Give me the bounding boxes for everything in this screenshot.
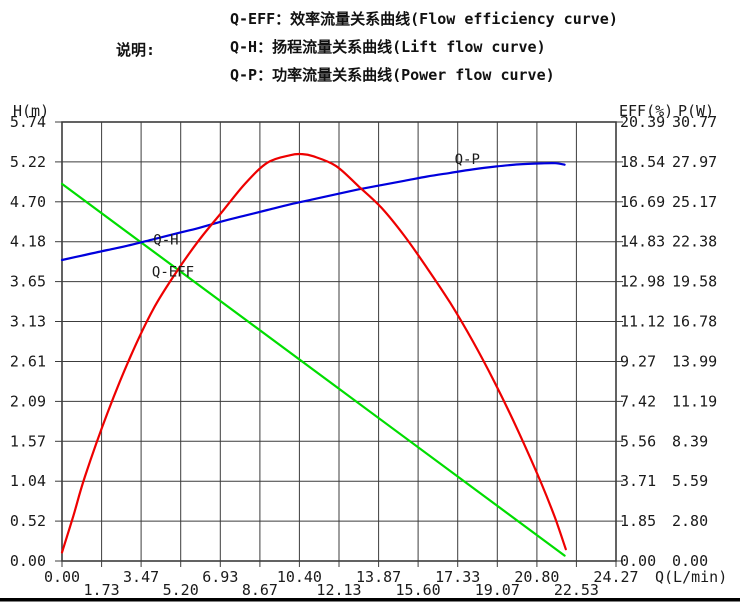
x-tick-label: 12.13 — [316, 581, 361, 599]
x-tick-label: 17.33 — [435, 568, 480, 586]
x-tick-label: 8.67 — [242, 581, 278, 599]
x-tick-label: 5.20 — [163, 581, 199, 599]
x-tick-label: 0.00 — [44, 568, 80, 586]
p-tick-label: 5.59 — [672, 472, 708, 490]
qh-curve-label: Q-H — [153, 232, 178, 248]
h-tick-label: 2.61 — [10, 353, 46, 371]
plot-border — [61, 121, 617, 562]
qeff-curve-label: Q-EFF — [152, 264, 194, 280]
p-tick-label: 27.97 — [672, 153, 717, 171]
x-tick-label: 24.27 — [593, 568, 638, 586]
p-tick-label: 2.80 — [672, 512, 708, 530]
p-tick-label: 13.99 — [672, 353, 717, 371]
p-tick-label: 25.17 — [672, 193, 717, 211]
p-axis-title: P(W) — [678, 102, 714, 120]
eff-tick-label: 18.54 — [620, 153, 665, 171]
eff-tick-label: 20.39 — [620, 113, 665, 131]
h-tick-label: 0.00 — [10, 552, 46, 570]
h-tick-label: 1.04 — [10, 472, 46, 490]
eff-tick-label: 3.71 — [620, 472, 656, 490]
x-tick-label: 19.07 — [475, 581, 520, 599]
eff-tick-label: 1.85 — [620, 512, 656, 530]
eff-tick-label: 11.12 — [620, 313, 665, 331]
eff-tick-label: 14.83 — [620, 233, 665, 251]
p-tick-label: 22.38 — [672, 233, 717, 251]
qp-curve-label: Q-P — [455, 152, 480, 168]
h-tick-label: 3.65 — [10, 273, 46, 291]
eff-tick-label: 5.56 — [620, 432, 656, 450]
p-tick-label: 11.19 — [672, 392, 717, 410]
h-tick-label: 1.57 — [10, 432, 46, 450]
eff-tick-label: 7.42 — [620, 392, 656, 410]
qh-curve — [60, 182, 566, 557]
eff-axis-title: EFF(%) — [619, 102, 673, 120]
h-tick-label: 4.70 — [10, 193, 46, 211]
h-tick-label: 4.18 — [10, 233, 46, 251]
eff-tick-label: 12.98 — [620, 273, 665, 291]
p-tick-label: 16.78 — [672, 313, 717, 331]
qp-curve — [60, 162, 566, 262]
legend-item-qeff: Q-EFF：效率流量关系曲线(Flow efficiency curve) — [230, 10, 618, 28]
h-tick-label: 5.22 — [10, 153, 46, 171]
x-tick-label: 1.73 — [84, 581, 120, 599]
h-tick-label: 2.09 — [10, 392, 46, 410]
h-tick-label: 5.74 — [10, 113, 46, 131]
x-tick-label: 13.87 — [356, 568, 401, 586]
x-tick-label: 20.80 — [514, 568, 559, 586]
x-tick-label: 15.60 — [396, 581, 441, 599]
x-axis-title: Q(L/min) — [655, 568, 727, 586]
qeff-curve — [60, 152, 567, 554]
x-tick-label: 6.93 — [202, 568, 238, 586]
legend-item-qh: Q-H：扬程流量关系曲线(Lift flow curve) — [230, 38, 546, 56]
p-tick-label: 0.00 — [672, 552, 708, 570]
x-tick-label: 10.40 — [277, 568, 322, 586]
h-tick-label: 3.13 — [10, 313, 46, 331]
p-tick-label: 30.77 — [672, 113, 717, 131]
x-tick-label: 3.47 — [123, 568, 159, 586]
x-tick-label: 22.53 — [554, 581, 599, 599]
p-tick-label: 8.39 — [672, 432, 708, 450]
legend-label: 说明: — [116, 41, 156, 59]
eff-tick-label: 16.69 — [620, 193, 665, 211]
h-tick-label: 0.52 — [10, 512, 46, 530]
legend-item-qp: Q-P：功率流量关系曲线(Power flow curve) — [230, 66, 555, 84]
eff-tick-label: 9.27 — [620, 353, 656, 371]
bottom-rule — [0, 598, 740, 602]
h-axis-title: H(m) — [13, 102, 49, 120]
p-tick-label: 19.58 — [672, 273, 717, 291]
eff-tick-label: 0.00 — [620, 552, 656, 570]
